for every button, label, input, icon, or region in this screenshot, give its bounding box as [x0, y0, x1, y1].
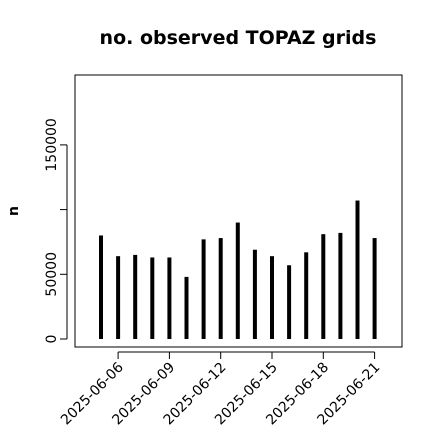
chart-title: no. observed TOPAZ grids [100, 27, 377, 49]
x-axis: 2025-06-062025-06-092025-06-122025-06-15… [58, 351, 383, 428]
bar [355, 200, 360, 339]
bar [218, 238, 223, 339]
bar [184, 276, 189, 339]
bar [270, 256, 274, 339]
bar [99, 235, 103, 339]
plot-frame [74, 74, 403, 348]
bars [99, 200, 377, 339]
y-tick-label: 50000 [44, 252, 60, 297]
y-tick-label: 0 [44, 335, 60, 344]
bar [133, 254, 138, 339]
bar [304, 252, 309, 339]
bar [338, 232, 343, 339]
bar [235, 222, 240, 339]
bar [116, 256, 121, 339]
bar [287, 265, 292, 339]
bar [150, 257, 155, 339]
y-tick-label: 150000 [44, 118, 60, 171]
bar [372, 238, 377, 339]
y-axis-label: n [6, 206, 22, 216]
bar [167, 257, 172, 339]
bar [321, 234, 326, 339]
bar [201, 239, 206, 339]
bar [252, 249, 257, 339]
y-axis: 0 50000 150000 [44, 118, 68, 344]
